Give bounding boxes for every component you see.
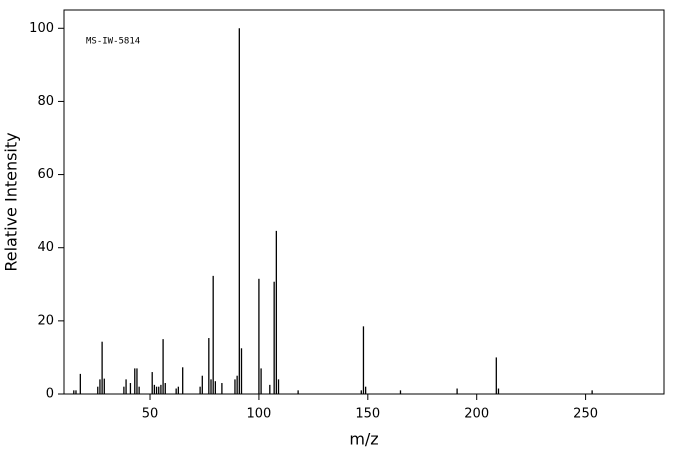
x-tick-label: 100	[247, 407, 272, 422]
y-tick-label: 40	[37, 240, 54, 255]
x-tick-label: 150	[355, 407, 380, 422]
y-tick-label: 60	[37, 167, 54, 182]
x-tick-label: 250	[573, 407, 598, 422]
y-tick-label: 20	[37, 313, 54, 328]
x-tick-label: 50	[142, 407, 159, 422]
y-axis-label: Relative Intensity	[2, 132, 21, 271]
x-axis-label: m/z	[349, 430, 378, 449]
y-tick-label: 80	[37, 94, 54, 109]
y-tick-label: 0	[46, 387, 54, 402]
x-tick-label: 200	[464, 407, 489, 422]
annotation: MS-IW-5814	[86, 37, 140, 47]
y-tick-label: 100	[29, 21, 54, 36]
